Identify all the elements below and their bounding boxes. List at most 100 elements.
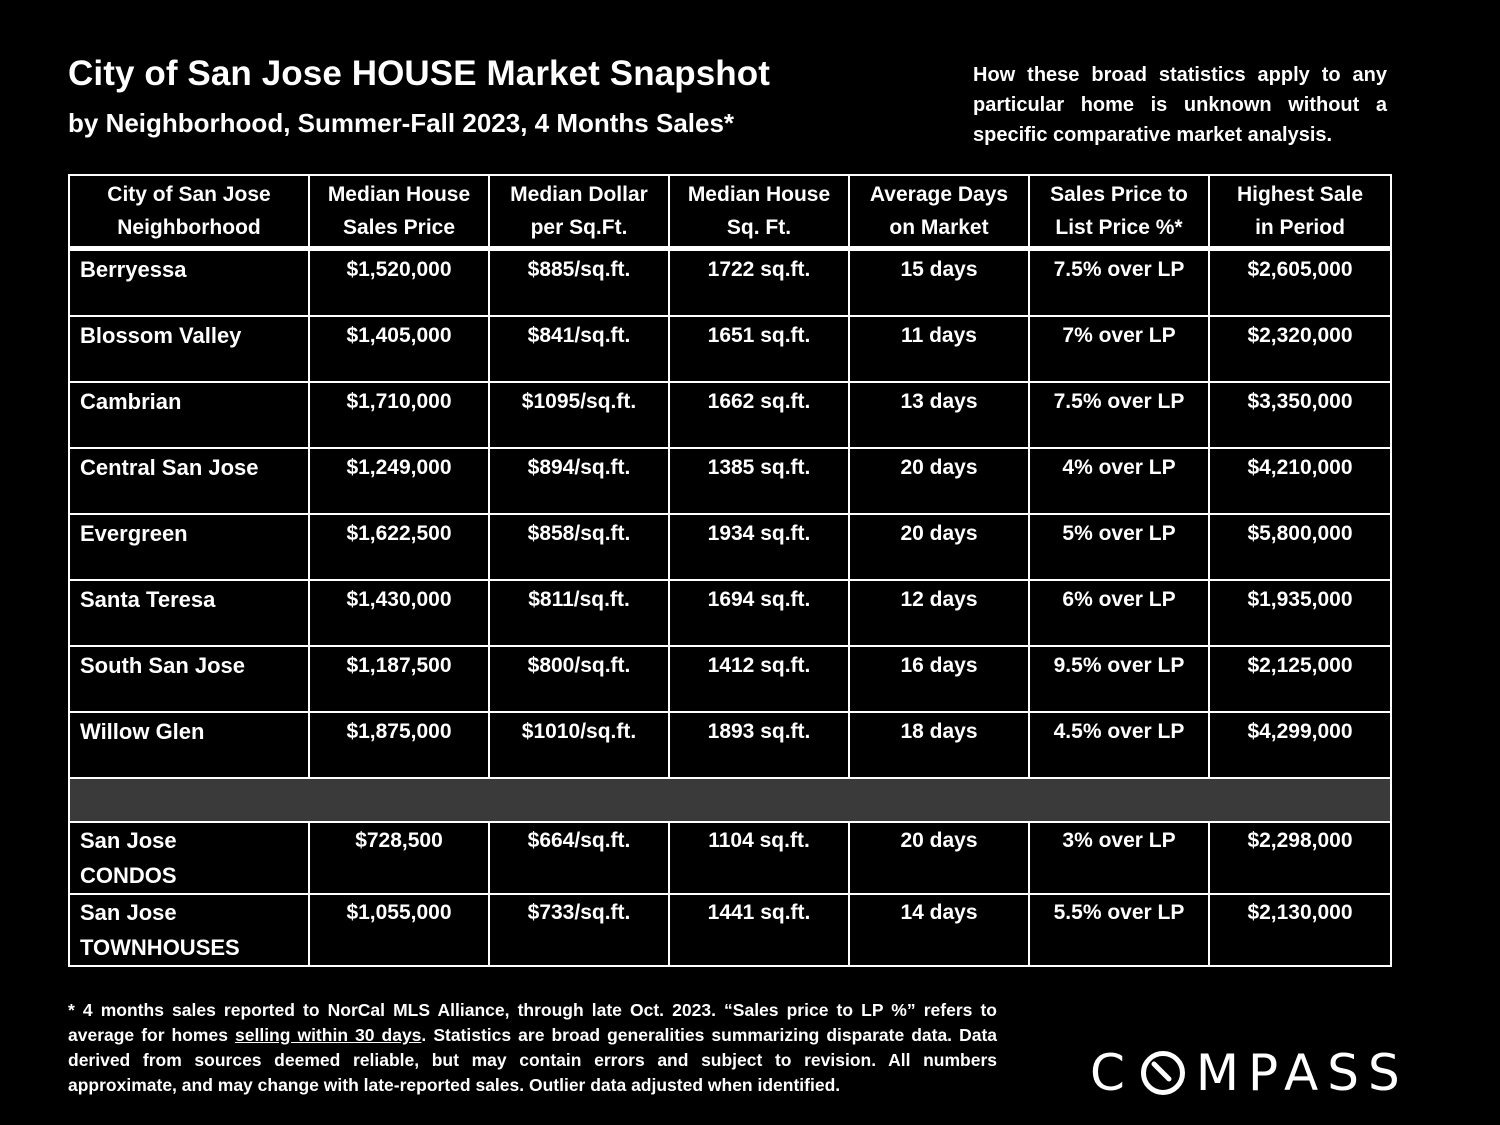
median-price-cell: $728,500	[308, 821, 490, 895]
sales-to-list-cell: 7% over LP	[1028, 315, 1210, 383]
days-on-market-cell: 18 days	[848, 711, 1030, 779]
compass-logo: C MPASS	[1090, 1042, 1409, 1104]
median-price-cell: $1,055,000	[308, 893, 490, 967]
highest-sale-cell: $5,800,000	[1208, 513, 1392, 581]
cell-text: Evergreen	[80, 521, 188, 546]
cell-text: 11 days	[901, 324, 977, 347]
cell-text: 12 days	[900, 588, 978, 611]
neighborhood-cell: Central San Jose	[68, 447, 310, 515]
logo-letter-c: C	[1090, 1044, 1134, 1102]
days-on-market-cell: 20 days	[848, 447, 1030, 515]
cell-text: $1,520,000	[346, 258, 452, 281]
cell-text: 1722 sq.ft.	[707, 258, 811, 281]
table-row: Cambrian $1,710,000 $1095/sq.ft. 1662 sq.ft…	[68, 381, 1392, 449]
cell-text: 13 days	[900, 390, 978, 413]
category-line: San Jose	[80, 828, 177, 853]
cell-text: $1,430,000	[346, 588, 452, 611]
days-on-market-cell: 20 days	[848, 513, 1030, 581]
cell-text: $2,130,000	[1247, 901, 1353, 924]
table-row: San Jose CONDOS $728,500 $664/sq.ft. 1104 sq…	[68, 821, 1392, 895]
cell-text: 1385 sq.ft.	[707, 456, 811, 479]
median-price-cell: $1,430,000	[308, 579, 490, 647]
median-price-cell: $1,187,500	[308, 645, 490, 713]
cell-text: 1412 sq.ft.	[707, 654, 811, 677]
cell-text: 1651 sq.ft.	[707, 324, 811, 347]
median-sqft-cell: 1893 sq.ft.	[668, 711, 850, 779]
cell-text: $2,320,000	[1247, 324, 1353, 347]
dollar-per-sqft-cell: $858/sq.ft.	[488, 513, 670, 581]
cell-text: $1,187,500	[346, 654, 452, 677]
median-price-cell: $1,520,000	[308, 247, 490, 317]
cell-text: Blossom Valley	[80, 323, 242, 348]
table-row: Blossom Valley $1,405,000 $841/sq.ft. 1651 …	[68, 315, 1392, 383]
page-subtitle: by Neighborhood, Summer-Fall 2023, 4 Mon…	[68, 108, 735, 138]
cell-text: $1,622,500	[346, 522, 452, 545]
cell-text: Central San Jose	[80, 455, 259, 480]
median-price-cell: $1,405,000	[308, 315, 490, 383]
cell-text: 9.5% over LP	[1053, 654, 1185, 677]
header-dollar-per-sqft: Median Dollar per Sq.Ft.	[488, 174, 670, 251]
table-row: Central San Jose $1,249,000 $894/sq.ft. 138…	[68, 447, 1392, 515]
header-highest-sale: Highest Sale in Period	[1208, 174, 1392, 251]
median-sqft-cell: 1694 sq.ft.	[668, 579, 850, 647]
cell-text: $1,875,000	[346, 720, 452, 743]
median-sqft-cell: 1934 sq.ft.	[668, 513, 850, 581]
cell-text: $841/sq.ft.	[527, 324, 631, 347]
sales-to-list-cell: 3% over LP	[1028, 821, 1210, 895]
page-title: City of San Jose HOUSE Market Snapshot	[68, 54, 771, 93]
table-row: Santa Teresa $1,430,000 $811/sq.ft. 1694 sq…	[68, 579, 1392, 647]
cell-text: 1662 sq.ft.	[707, 390, 811, 413]
cell-text: 6% over LP	[1062, 588, 1176, 611]
days-on-market-cell: 11 days	[848, 315, 1030, 383]
cell-text: 7.5% over LP	[1053, 390, 1185, 413]
cell-text: South San Jose	[80, 653, 246, 678]
cell-text: $1,405,000	[346, 324, 452, 347]
neighborhood-cell: Santa Teresa	[68, 579, 310, 647]
footnote: * 4 months sales reported to NorCal MLS …	[68, 1000, 998, 1095]
neighborhood-cell: San Jose CONDOS	[68, 821, 310, 895]
cell-text: 20 days	[900, 456, 978, 479]
days-on-market-cell: 12 days	[848, 579, 1030, 647]
neighborhood-cell: Willow Glen	[68, 711, 310, 779]
sales-to-list-cell: 4.5% over LP	[1028, 711, 1210, 779]
cell-text: $3,350,000	[1247, 390, 1353, 413]
cell-text: San Jose TOWNHOUSES	[70, 895, 308, 965]
dollar-per-sqft-cell: $811/sq.ft.	[488, 579, 670, 647]
dollar-per-sqft-cell: $733/sq.ft.	[488, 893, 670, 967]
header-median-sqft: Median House Sq. Ft.	[668, 174, 850, 251]
cell-text: 15 days	[900, 258, 978, 281]
cell-text: $1010/sq.ft.	[521, 720, 637, 743]
highest-sale-cell: $2,605,000	[1208, 247, 1392, 317]
cell-text: 18 days	[900, 720, 978, 743]
median-sqft-cell: 1385 sq.ft.	[668, 447, 850, 515]
category-line: San Jose	[80, 900, 177, 925]
cell-text: $2,298,000	[1247, 829, 1353, 852]
cell-text: $2,605,000	[1247, 258, 1353, 281]
highest-sale-cell: $4,299,000	[1208, 711, 1392, 779]
neighborhood-cell: Cambrian	[68, 381, 310, 449]
disclaimer-text: How these broad statistics apply to any …	[973, 64, 1387, 146]
median-sqft-cell: 1651 sq.ft.	[668, 315, 850, 383]
days-on-market-cell: 13 days	[848, 381, 1030, 449]
sales-to-list-cell: 7.5% over LP	[1028, 381, 1210, 449]
compass-o-icon	[1140, 1050, 1186, 1096]
cell-text: 1694 sq.ft.	[707, 588, 811, 611]
cell-text: 4.5% over LP	[1053, 720, 1185, 743]
table-row: Willow Glen $1,875,000 $1010/sq.ft. 1893 sq…	[68, 711, 1392, 779]
cell-text: 1934 sq.ft.	[707, 522, 811, 545]
cell-text: $2,125,000	[1247, 654, 1353, 677]
dollar-per-sqft-cell: $800/sq.ft.	[488, 645, 670, 713]
market-snapshot-table: City of San Jose Neighborhood Median Hous…	[68, 174, 1392, 967]
table-row: South San Jose $1,187,500 $800/sq.ft. 1412 …	[68, 645, 1392, 713]
median-sqft-cell: 1662 sq.ft.	[668, 381, 850, 449]
dollar-per-sqft-cell: $841/sq.ft.	[488, 315, 670, 383]
cell-text: San Jose CONDOS	[70, 823, 308, 893]
dollar-per-sqft-cell: $894/sq.ft.	[488, 447, 670, 515]
neighborhood-cell: Blossom Valley	[68, 315, 310, 383]
cell-text: 7% over LP	[1062, 324, 1176, 347]
cell-text: Cambrian	[80, 389, 182, 414]
cell-text: $4,299,000	[1247, 720, 1353, 743]
dollar-per-sqft-cell: $1010/sq.ft.	[488, 711, 670, 779]
highest-sale-cell: $2,298,000	[1208, 821, 1392, 895]
cell-text: $1,249,000	[346, 456, 452, 479]
